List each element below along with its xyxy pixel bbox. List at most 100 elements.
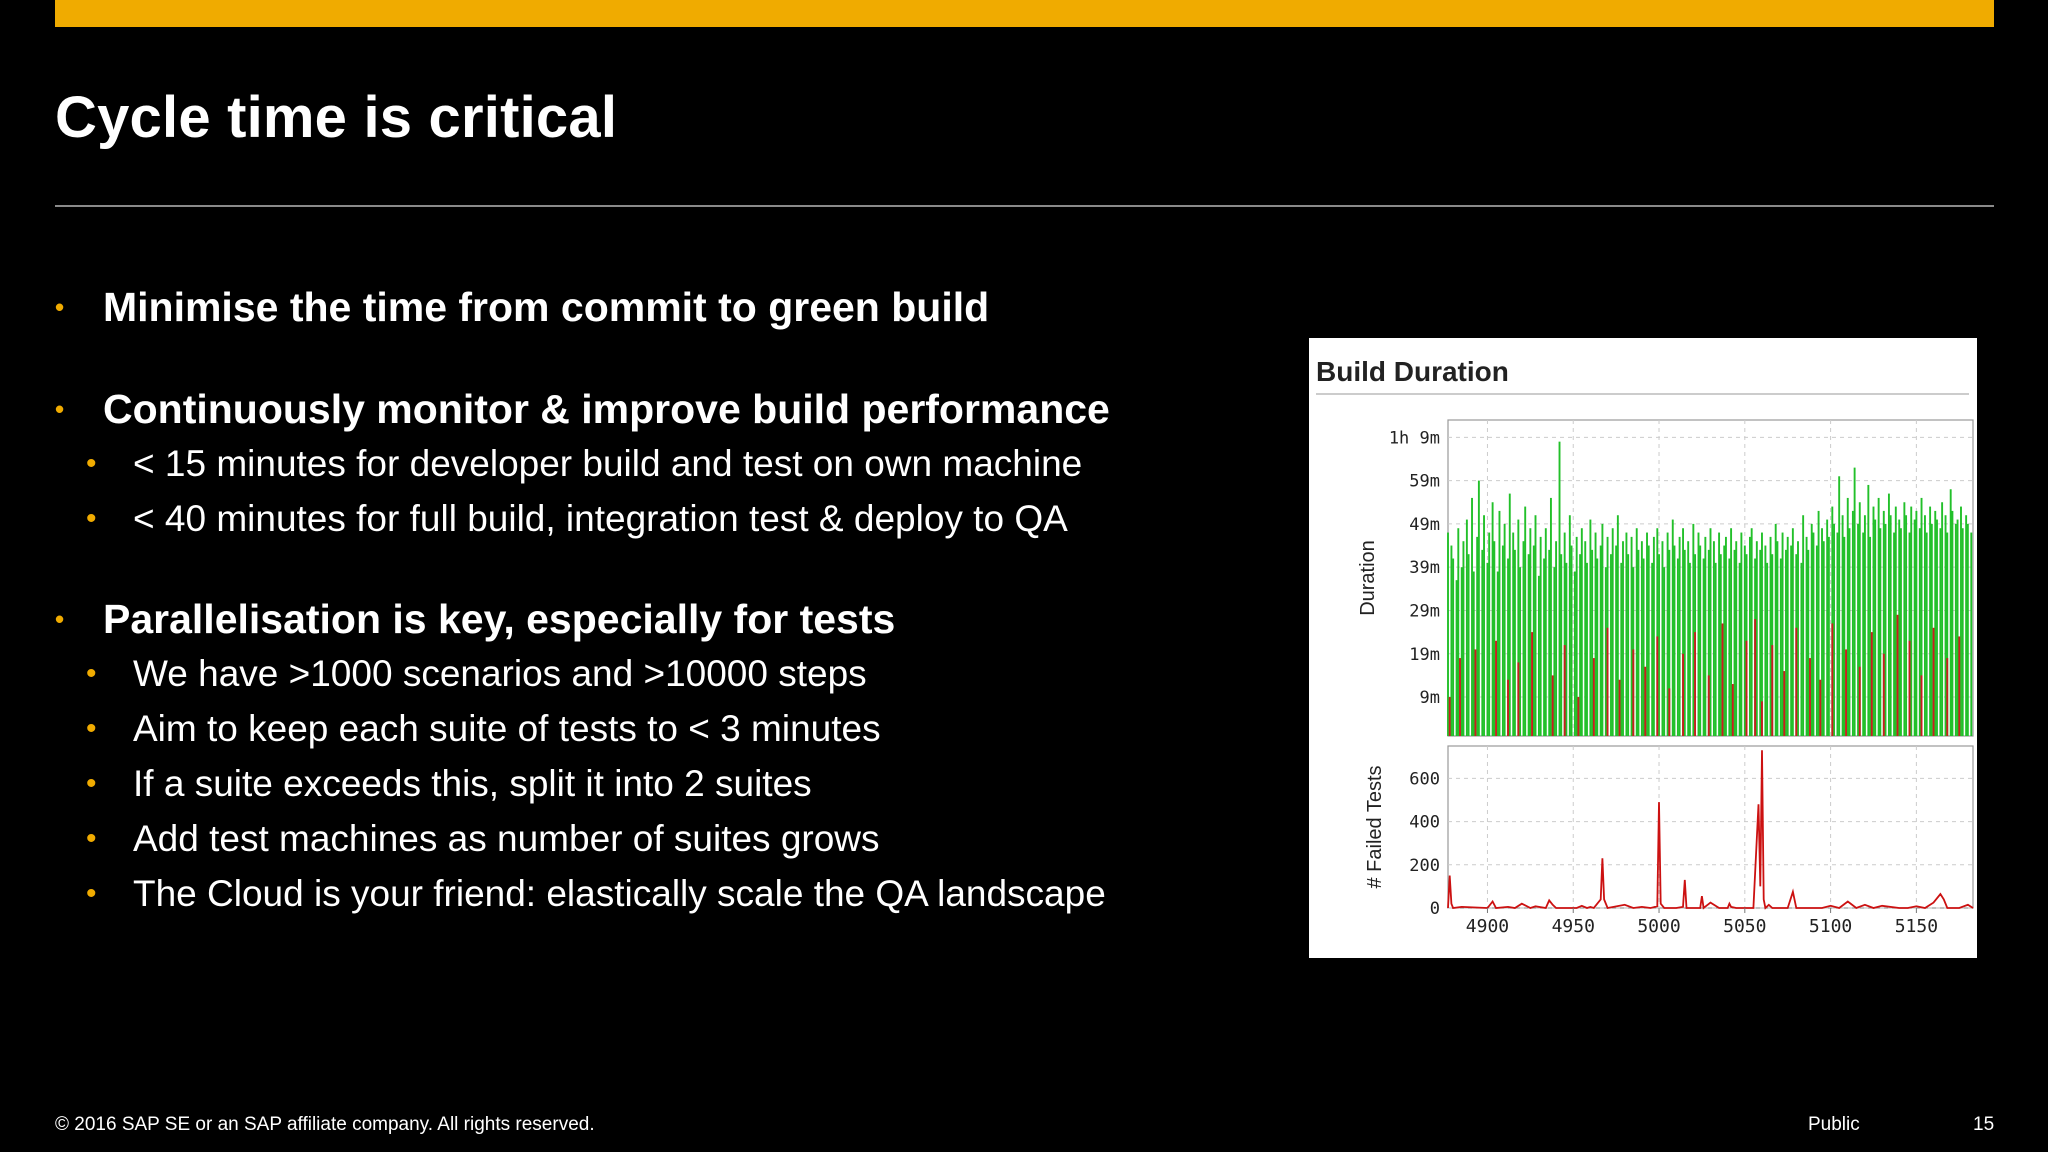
success-bar [1450,545,1453,736]
success-bar [1661,541,1664,736]
success-bar [1611,528,1614,736]
y-tick-label: 0 [1430,899,1440,919]
success-bar [1568,515,1571,736]
success-bar [1905,515,1908,736]
failure-bar [1459,658,1461,736]
success-bar [1954,523,1957,736]
success-bar [1712,541,1715,736]
chart-svg: Build Duration 1h 9m 59m 49m 39m 29m 19m 9m Dur… [1316,356,1974,937]
success-bar [1658,554,1660,736]
success-bar [1826,519,1829,736]
success-bar [1766,562,1769,736]
success-bar [1867,484,1870,736]
sub-bullet-item: • If a suite exceeds this, split it into … [55,756,1255,811]
success-bar [1812,532,1815,736]
bullet-text: Parallelisation is key, especially for t… [103,596,896,642]
success-bar [1924,515,1926,736]
success-bar [1579,554,1582,736]
x-tick-label: 5150 [1895,916,1938,937]
success-bar [1565,562,1568,736]
success-bar [1637,549,1640,736]
success-bar [1668,549,1671,736]
success-bar [1683,549,1686,736]
failure-bar [1858,666,1861,736]
success-bar [1553,567,1556,736]
y-tick-label: 19m [1409,645,1440,665]
success-bar [1589,519,1592,736]
success-bar [1956,519,1959,736]
failure-bar [1882,653,1885,736]
accent-bar [55,0,1994,27]
success-bar [1899,528,1902,736]
success-bar [1704,536,1707,736]
success-bar [1838,476,1841,736]
success-bar [1599,545,1602,736]
success-bar [1477,480,1480,736]
y-axis-title: Duration [1357,540,1379,616]
success-bar [1697,532,1700,736]
failed_tests-plot-area [1447,745,1974,909]
failure-bar [1721,623,1724,736]
success-bar [1893,532,1896,736]
bullet-dot-icon: • [86,447,97,480]
x-tick-label: 4900 [1466,916,1509,937]
failure-bar [1668,688,1671,736]
success-bar [1779,558,1782,736]
failure-bar [1731,684,1734,736]
success-bar [1920,497,1923,736]
success-bar [1874,519,1877,736]
failure-bar [1795,627,1798,736]
success-bar [1471,497,1473,736]
success-bar [1549,497,1552,736]
failure-bar [1831,623,1834,736]
success-bar [1872,506,1875,736]
success-bar [1486,562,1489,736]
success-bar [1457,528,1460,736]
success-bar [1488,532,1491,736]
success-bar [1827,536,1830,736]
success-bar [1785,549,1787,736]
success-bar [1887,493,1890,736]
success-bar [1858,502,1861,736]
success-bar [1539,536,1542,736]
bullet-item: • Parallelisation is key, especially for … [55,592,1255,646]
success-bar [1640,541,1643,736]
success-bar [1646,532,1648,736]
success-bar [1903,502,1906,736]
success-bar [1743,545,1746,736]
success-bar [1894,506,1897,736]
success-bar [1707,549,1710,736]
failure-bar [1632,649,1635,736]
bullet-item: • Minimise the time from commit to green … [55,280,1255,334]
success-bar [1508,493,1511,736]
success-bar [1627,554,1630,736]
success-bar [1869,536,1872,736]
success-bar [1863,515,1866,736]
success-bar [1652,536,1655,736]
sub-bullet-text: We have >1000 scenarios and >10000 steps [133,653,867,694]
success-bar [1512,532,1515,736]
success-bar [1455,580,1458,736]
success-bar [1580,528,1583,736]
success-bar [1797,541,1799,736]
success-bar [1769,536,1772,736]
success-bar [1616,515,1619,736]
success-bar [1586,562,1588,736]
success-bar [1544,528,1547,736]
title-divider [55,205,1994,207]
failure-bar [1656,636,1659,736]
success-bar [1910,506,1913,736]
failure-bar [1845,649,1847,736]
success-bar [1663,567,1666,736]
success-bar [1714,562,1717,736]
success-bar [1673,545,1676,736]
success-bar [1594,532,1597,736]
success-bar [1951,510,1954,736]
sub-bullet-text: The Cloud is your friend: elastically sc… [133,873,1106,914]
success-bar [1709,528,1712,736]
success-bar [1651,562,1654,736]
success-bar [1467,554,1470,736]
y-tick-label: 59m [1409,472,1440,492]
x-tick-label: 5000 [1637,916,1680,937]
success-bar [1560,554,1563,736]
